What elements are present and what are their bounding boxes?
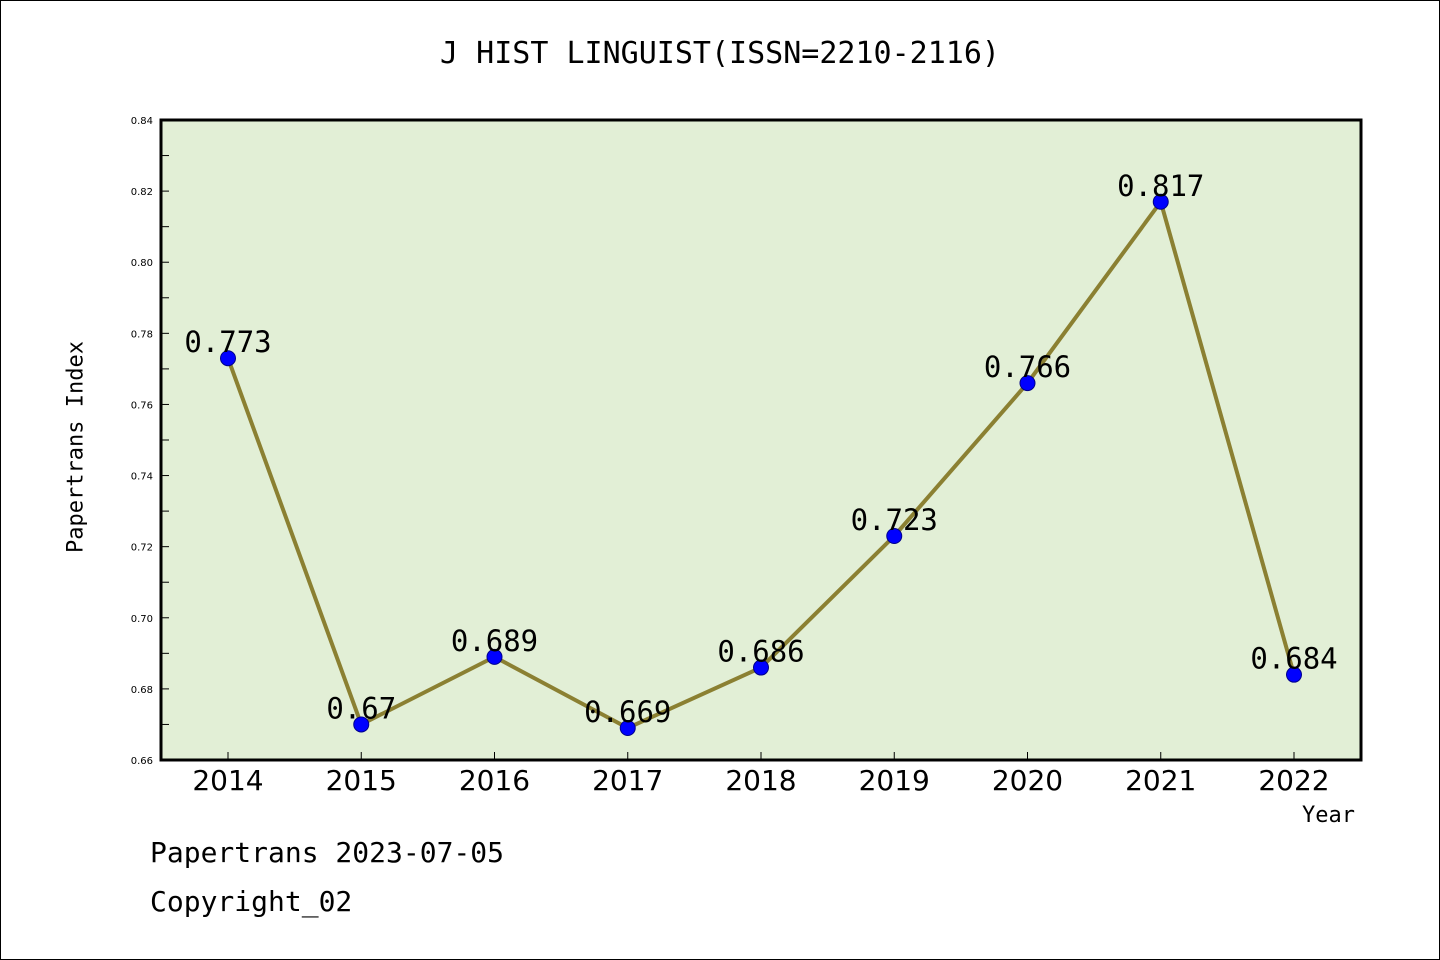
data-labels: 0.773 0.67 0.689 0.669 0.686 0.723 0.766 0.817 0… (184, 169, 1337, 729)
data-label: 0.773 (184, 325, 271, 359)
x-axis-label: Year (1302, 803, 1355, 828)
footer-copyright: Copyright_02 (150, 885, 353, 918)
x-tick-label: 2019 (859, 764, 930, 797)
data-label: 0.686 (717, 635, 804, 669)
y-tick-label: 0.70 (131, 614, 153, 625)
y-tick-label: 0.66 (131, 756, 153, 767)
data-label: 0.689 (451, 624, 538, 658)
y-tick-label: 0.74 (131, 472, 153, 483)
x-tick-label: 2017 (592, 764, 663, 797)
data-point (1286, 666, 1302, 683)
data-point (886, 528, 903, 544)
footer-date: Papertrans 2023-07-05 (150, 836, 505, 869)
data-label: 0.669 (584, 695, 671, 729)
data-point (1152, 193, 1169, 210)
x-tick-label: 2016 (459, 764, 530, 797)
data-label: 0.766 (984, 350, 1071, 384)
x-tick-label: 2015 (326, 764, 397, 797)
y-tick-label: 0.68 (131, 685, 153, 696)
data-label: 0.817 (1117, 169, 1204, 203)
y-tick-label: 0.72 (131, 543, 153, 554)
x-tick-label: 2018 (725, 764, 796, 797)
y-tick-label: 0.80 (131, 258, 153, 269)
plot-border (159, 118, 1363, 762)
x-tick-label: 2014 (192, 764, 263, 797)
data-label: 0.723 (851, 503, 938, 537)
data-point (753, 659, 769, 676)
x-tick-label: 2021 (1125, 764, 1196, 797)
plot-area (161, 120, 1361, 760)
x-tick-label: 2022 (1258, 764, 1329, 797)
y-tick-label: 0.78 (131, 329, 153, 340)
x-tick-label: 2020 (992, 764, 1063, 797)
data-label: 0.684 (1250, 642, 1337, 676)
data-point (486, 648, 503, 665)
y-tick-label: 0.82 (131, 187, 153, 198)
data-point (1019, 375, 1036, 392)
data-point (220, 350, 236, 367)
chart-title: J HIST LINGUIST(ISSN=2210-2116) (440, 36, 1000, 71)
y-tick-label: 0.84 (131, 116, 153, 127)
data-label: 0.67 (326, 691, 396, 725)
x-axis: 2014 2015 2016 2017 2018 2019 2020 2021 2022 (192, 752, 1330, 797)
data-point (619, 720, 636, 736)
y-tick-label: 0.76 (131, 400, 153, 411)
series-markers (220, 193, 1302, 736)
data-point (353, 716, 370, 733)
